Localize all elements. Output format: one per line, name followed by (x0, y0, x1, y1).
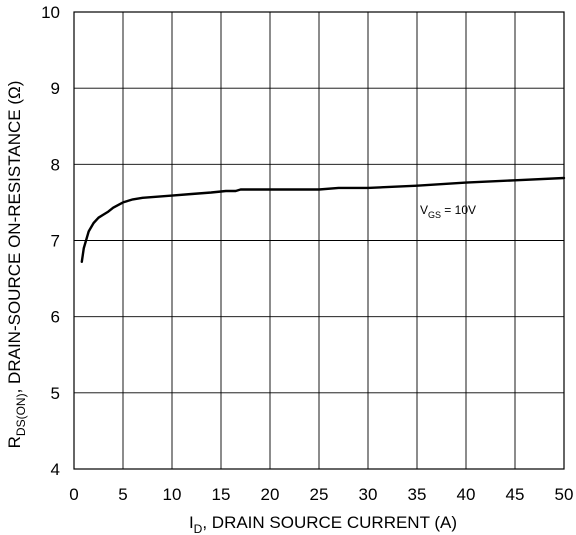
x-tick-label: 0 (69, 485, 78, 504)
x-axis-label-rest: , DRAIN SOURCE CURRENT (A) (202, 513, 457, 532)
x-tick-label: 15 (212, 485, 231, 504)
x-tick-label: 35 (408, 485, 427, 504)
vgs-annotation: VGS = 10V (420, 203, 476, 220)
y-tick-label: 9 (51, 79, 60, 98)
series-line (80, 176, 566, 263)
vgs-annotation-rest: = 10V (441, 203, 476, 217)
x-axis-label-sub: D (194, 522, 203, 535)
y-tick-label: 5 (51, 384, 60, 403)
y-axis-label-rest: , DRAIN-SOURCE ON-RESISTANCE (Ω) (5, 81, 24, 394)
x-tick-label: 25 (310, 485, 329, 504)
y-axis-label-main: R (5, 436, 24, 448)
y-tick-label: 7 (51, 232, 60, 251)
y-tick-labels: 4 5 6 7 8 9 10 (41, 3, 60, 479)
plot-frame (73, 11, 565, 470)
grid (74, 12, 564, 469)
y-tick-label: 6 (51, 308, 60, 327)
y-axis-label-sub: DS(ON) (14, 393, 28, 436)
y-tick-label: 4 (51, 460, 60, 479)
vgs-annotation-main: V (420, 203, 428, 217)
y-tick-label: 8 (51, 155, 60, 174)
x-tick-label: 45 (506, 485, 525, 504)
x-tick-label: 30 (359, 485, 378, 504)
y-axis-label: RDS(ON), DRAIN-SOURCE ON-RESISTANCE (Ω) (5, 81, 28, 449)
x-tick-label: 20 (261, 485, 280, 504)
y-tick-label: 10 (41, 3, 60, 22)
series-layer (80, 176, 566, 263)
x-tick-label: 40 (457, 485, 476, 504)
vgs-annotation-sub: GS (428, 210, 441, 220)
x-axis-label-main: I (189, 513, 194, 532)
x-axis-label: ID, DRAIN SOURCE CURRENT (A) (189, 513, 457, 535)
x-tick-labels: 0 5 10 15 20 25 30 35 40 45 50 (69, 485, 573, 504)
x-tick-label: 10 (163, 485, 182, 504)
x-tick-label: 50 (555, 485, 574, 504)
x-tick-label: 5 (118, 485, 127, 504)
